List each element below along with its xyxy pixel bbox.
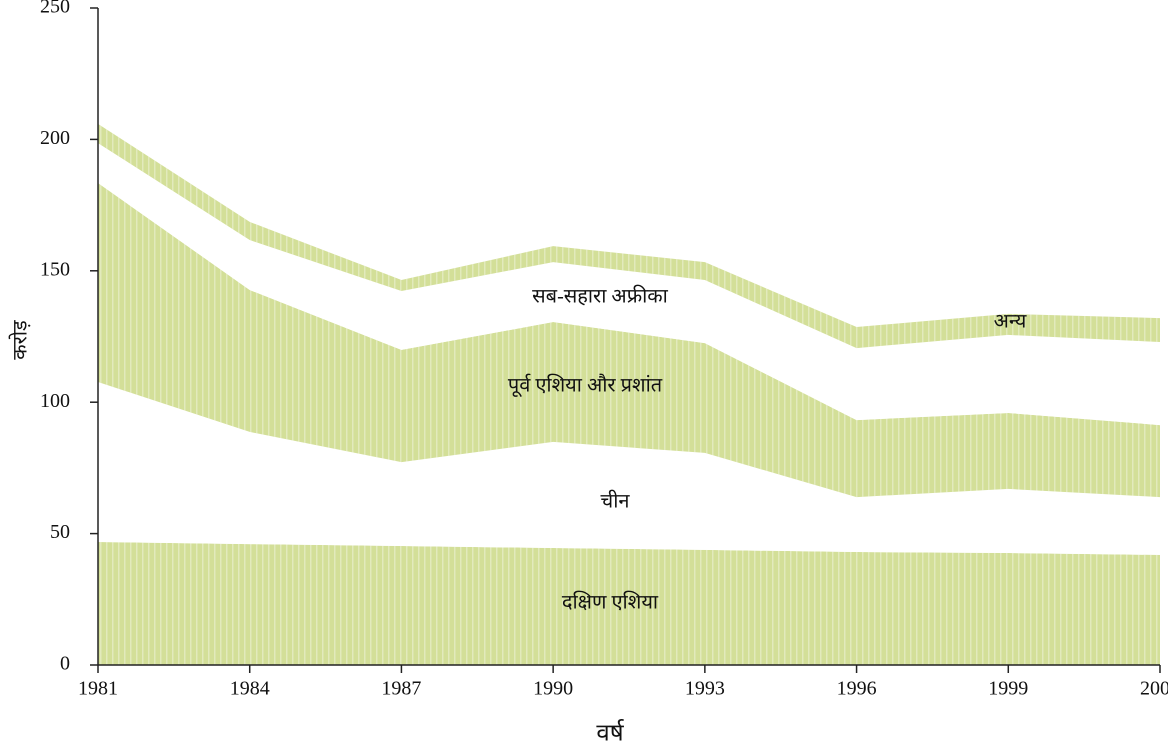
x-tick-label: 1990 bbox=[533, 678, 573, 700]
series-label: अन्य bbox=[994, 311, 1027, 333]
x-axis-title: वर्ष bbox=[596, 719, 624, 747]
area-texture bbox=[98, 183, 1160, 498]
y-axis-title: करोड़ bbox=[9, 320, 32, 360]
x-tick-label: 1993 bbox=[685, 678, 725, 700]
series-label: चीन bbox=[601, 490, 631, 513]
series-label: सब-सहारा अफ्रीका bbox=[532, 285, 669, 308]
y-tick-label: 200 bbox=[40, 127, 70, 149]
x-tick-label: 1999 bbox=[988, 678, 1028, 700]
area-texture bbox=[98, 123, 1160, 349]
x-tick-label: 1996 bbox=[837, 678, 877, 700]
x-tick-label: 1987 bbox=[381, 678, 421, 700]
y-tick-label: 250 bbox=[40, 0, 70, 18]
areas bbox=[98, 123, 1160, 665]
area bbox=[98, 143, 1160, 426]
series-label: पूर्व एशिया और प्रशांत bbox=[508, 374, 663, 398]
series-label: दक्षिण एशिया bbox=[562, 591, 659, 614]
area-texture bbox=[98, 542, 1160, 665]
y-tick-label: 0 bbox=[60, 653, 70, 675]
y-tick-label: 150 bbox=[40, 258, 70, 280]
y-tick-label: 50 bbox=[50, 521, 70, 543]
x-tick-label: 2001 bbox=[1140, 678, 1168, 700]
x-tick-label: 1981 bbox=[78, 678, 118, 700]
area bbox=[98, 381, 1160, 555]
x-tick-label: 1984 bbox=[230, 678, 270, 700]
y-tick-label: 100 bbox=[40, 390, 70, 412]
